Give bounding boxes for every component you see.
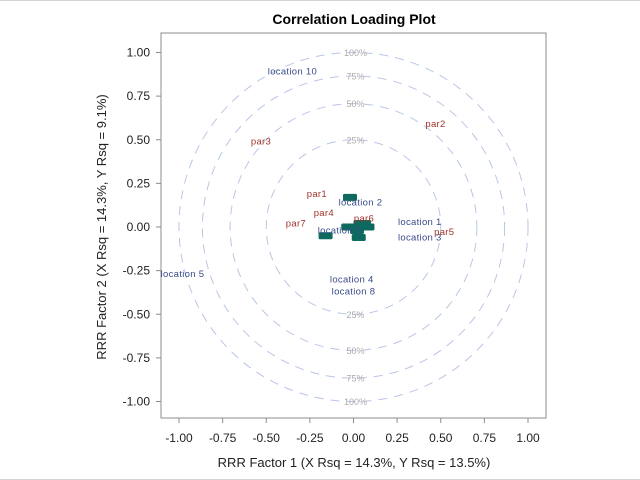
- x-tick-label: -1.00: [165, 431, 193, 445]
- parameter-label: par5: [434, 227, 454, 238]
- location-label: location 9: [318, 225, 362, 236]
- circle-label: 75%: [346, 71, 364, 81]
- location-label: location 4: [330, 274, 374, 285]
- circle-100: [178, 52, 529, 402]
- marker: [318, 232, 333, 240]
- y-tick-label: 0.00: [127, 220, 151, 234]
- top-border: [0, 0, 640, 1]
- x-tick-label: -0.50: [253, 431, 281, 445]
- marker-group: [318, 193, 375, 241]
- marker: [343, 193, 358, 201]
- parameter-label: par6: [354, 213, 374, 224]
- x-tick-label: 0.50: [429, 431, 453, 445]
- y-tick-label: 0.75: [127, 89, 151, 103]
- y-axis-label: RRR Factor 2 (X Rsq = 14.3%, Y Rsq = 9.1…: [94, 94, 109, 359]
- x-tick-label: 1.00: [516, 431, 540, 445]
- marker: [341, 223, 356, 231]
- circle-label: 50%: [346, 346, 364, 356]
- parameter-label: par3: [251, 136, 271, 147]
- circle-label: 100%: [344, 397, 367, 407]
- y-tick-label: 0.25: [127, 176, 151, 190]
- chart-title: Correlation Loading Plot: [272, 11, 436, 27]
- location-label: location 1: [398, 217, 442, 228]
- parameter-label: par2: [425, 119, 445, 130]
- parameter-label: par4: [314, 208, 334, 219]
- x-tick-label: 0.00: [342, 431, 366, 445]
- y-tick-label: -1.00: [123, 395, 151, 409]
- location-label: location 10: [268, 67, 317, 78]
- circle-label: 25%: [346, 310, 364, 320]
- y-tick-label: 1.00: [127, 46, 151, 60]
- y-tick-label: 0.50: [127, 133, 151, 147]
- location-label: location 2: [339, 198, 383, 209]
- x-tick-label: 0.25: [385, 431, 409, 445]
- circle-75: [201, 75, 506, 379]
- location-label: location 5: [161, 269, 205, 280]
- circle-label: 100%: [344, 48, 367, 58]
- parameter-label: par7: [286, 219, 306, 230]
- point-label-group: location 1 location 2 location 3 location 4…: [161, 67, 454, 298]
- y-axis: 1.00 0.75 0.50 0.25 0.00 -0.25 -0.50 -0.75 -1.00: [123, 46, 161, 409]
- marker: [351, 233, 366, 241]
- circle-50: [229, 103, 478, 351]
- x-tick-label: 0.75: [473, 431, 497, 445]
- y-tick-label: -0.75: [123, 351, 151, 365]
- location-label: location 8: [332, 287, 376, 298]
- circle-label: 50%: [346, 99, 364, 109]
- parameter-label: par1: [307, 189, 327, 200]
- x-tick-label: -0.25: [296, 431, 324, 445]
- x-axis-label: RRR Factor 1 (X Rsq = 14.3%, Y Rsq = 13.…: [218, 455, 491, 470]
- y-tick-label: -0.25: [123, 264, 151, 278]
- circle-group: 25% 25% 50% 50% 75% 75% 100% 100%: [178, 48, 529, 407]
- circle-label: 25%: [346, 135, 364, 145]
- location-label: location 3: [398, 232, 442, 243]
- circle-label: 75%: [346, 374, 364, 384]
- x-axis: -1.00 -0.75 -0.50 -0.25 0.00 0.25 0.50 0.75 1.00: [165, 418, 540, 445]
- circle-25: [265, 139, 442, 315]
- x-tick-label: -0.75: [209, 431, 237, 445]
- y-tick-label: -0.50: [123, 307, 151, 321]
